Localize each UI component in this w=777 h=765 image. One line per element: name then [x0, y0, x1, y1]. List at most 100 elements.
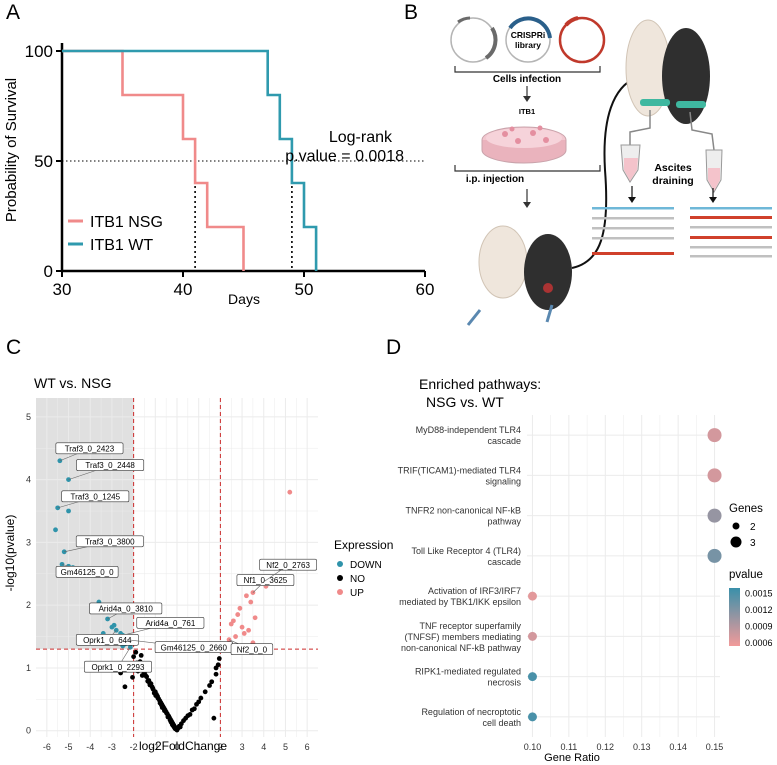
pathway-dot — [527, 672, 537, 682]
survival-x-tick-label: 60 — [416, 280, 435, 299]
dotplot-x-tick-label: 0.13 — [633, 742, 651, 752]
vector-plasmid-crispri: CRISPRi library — [505, 16, 552, 63]
point-no — [155, 695, 161, 701]
point-no — [213, 671, 219, 677]
sequencing-bands-left — [592, 207, 674, 255]
gene-label-box — [259, 558, 317, 571]
sequencing-bands-right — [690, 207, 772, 258]
gene-label-box — [61, 490, 130, 503]
panel-letter-b: B — [404, 1, 419, 24]
dotplot-x-title: Gene Ratio — [544, 752, 600, 764]
gene-label-box — [84, 660, 152, 673]
mice-injection-icon — [466, 225, 572, 326]
color-legend-tick-label: 0.0012 — [745, 605, 773, 615]
volcano-y-tick-label: 5 — [26, 412, 31, 422]
point-no — [202, 689, 208, 695]
legend-label-no: NO — [350, 574, 365, 585]
volcano-y-tick-label: 1 — [26, 663, 31, 673]
size-legend-title: Genes — [729, 503, 763, 515]
volcano-x-tick-label: 6 — [305, 742, 310, 752]
volcano-x-tick-label: -1 — [151, 742, 159, 752]
point-down — [66, 508, 71, 514]
survival-curves — [62, 49, 425, 271]
dotplot-x-tick-label: 0.15 — [706, 742, 724, 752]
point-down — [111, 622, 117, 628]
volcano-y-tick-label: 0 — [26, 726, 31, 736]
pathway-label: Activation of IRF3/IRF7 — [428, 586, 521, 596]
gene-label: Traf3_0_1245 — [71, 492, 121, 501]
pathway-label: (TNFSF) members mediating — [404, 632, 521, 642]
tube-right-icon — [705, 149, 723, 193]
point-no — [196, 699, 202, 705]
dotplot-x-tick-label: 0.14 — [669, 742, 687, 752]
survival-y-title: Probability of Survival — [3, 78, 20, 222]
legend-label-down: DOWN — [350, 560, 382, 571]
point-no — [191, 706, 197, 712]
point-up — [239, 624, 245, 630]
volcano-x-tick-label: 2 — [218, 742, 223, 752]
color-legend-tick-label: 0.0006 — [745, 638, 773, 648]
pathway-dotplot: Enriched pathways: NSG vs. WT 0.10 0.11 0.… — [398, 376, 773, 764]
gene-label-box — [55, 442, 124, 455]
survival-x-tick-label: 50 — [295, 280, 314, 299]
experimental-schematic: CRISPRi library Cells infection ITB1 i.p… — [450, 16, 772, 326]
volcano-x-tick-label: 5 — [283, 742, 288, 752]
point-up — [248, 599, 254, 605]
pathway-dot — [707, 548, 722, 563]
gene-label-box — [136, 616, 205, 629]
volcano-x-tick-label: -3 — [108, 742, 116, 752]
survival-x-tick-label: 40 — [174, 280, 193, 299]
point-up — [287, 489, 293, 495]
survival-y-tick-label: 0 — [44, 262, 53, 281]
legend-label-wt: ITB1 WT — [90, 237, 153, 254]
point-no — [143, 673, 148, 678]
volcano-x-tick-label: 4 — [261, 742, 266, 752]
gene-label-box — [236, 574, 295, 586]
pathway-dot — [707, 508, 722, 523]
point-up — [228, 621, 234, 627]
point-down — [53, 527, 58, 533]
logrank-label: Log-rank — [329, 129, 393, 146]
pathway-label: cascade — [487, 557, 521, 567]
pathway-label: mediated by TBK1/IKK epsilon — [399, 597, 521, 607]
logrank-pvalue: p.value = 0.0018 — [285, 148, 404, 165]
petri-dish-icon — [481, 125, 567, 164]
color-legend-bar — [729, 588, 740, 646]
volcano-x-tick-label: -4 — [86, 742, 94, 752]
point-up — [241, 631, 247, 636]
pathway-dot — [527, 591, 537, 601]
size-legend-label-small: 2 — [750, 522, 756, 533]
panel-letter-a: A — [6, 1, 21, 24]
dotplot-x-tick-label: 0.12 — [597, 742, 615, 752]
volcano-chart: WT vs. NSG -6 -5 -4 -3 -2 -1 0 1 2 3 4 5 6 0 1 2 3 4 5 Traf… — [3, 375, 393, 753]
gene-label: Traf3_0_2448 — [85, 461, 135, 470]
legend-dot-up — [337, 589, 343, 595]
volcano-title: WT vs. NSG — [34, 375, 112, 391]
point-no — [122, 684, 128, 690]
color-legend-tick-label: 0.0009 — [745, 622, 773, 632]
gene-label: Arid4a_0_761 — [145, 619, 195, 628]
point-no — [187, 712, 193, 717]
size-legend-dot-large — [730, 536, 742, 548]
survival-curve-nsg — [62, 49, 245, 271]
pathway-label: TNF receptor superfamily — [419, 621, 521, 631]
dotplot-x-tick-label: 0.11 — [560, 742, 577, 752]
survival-chart: 30 40 50 60 0 50 100 Log-rank p.value = 0.0018… — [3, 42, 434, 307]
draining-label: draining — [652, 175, 693, 187]
volcano-x-tick-label: 1 — [196, 742, 201, 752]
volcano-x-tick-label: -6 — [43, 742, 51, 752]
size-legend-label-large: 3 — [750, 538, 756, 549]
dish-label: ITB1 — [519, 107, 535, 116]
gene-label: Traf3_0_3800 — [85, 537, 135, 546]
point-up — [246, 627, 251, 633]
gene-label: Arid4a_0_3810 — [99, 605, 154, 614]
point-no — [158, 702, 164, 708]
survival-y-tick-label: 50 — [34, 152, 53, 171]
gene-label-box — [75, 535, 144, 548]
survival-axes: 30 40 50 60 0 50 100 — [25, 42, 435, 299]
gene-label: Gm46125_0_0 — [61, 568, 114, 577]
gene-label: Traf3_0_2423 — [65, 444, 115, 453]
tube-left-icon — [620, 144, 641, 183]
point-down — [57, 458, 63, 464]
